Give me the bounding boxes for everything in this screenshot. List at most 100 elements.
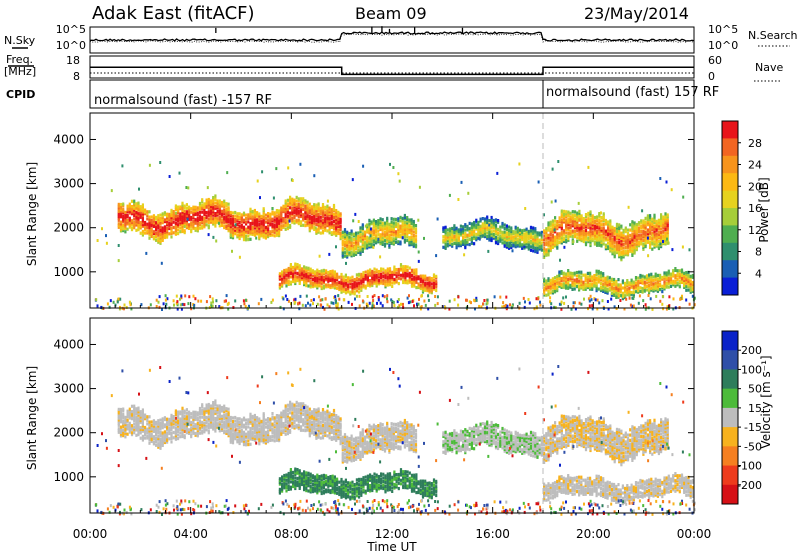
- power-cell: [597, 275, 600, 279]
- power-cell: [190, 217, 193, 221]
- power-cell: [635, 239, 638, 243]
- power-cell: [655, 241, 658, 245]
- velocity-cell: [152, 428, 155, 432]
- power-cell: [602, 235, 605, 239]
- power-cell: [275, 224, 278, 228]
- power-cell: [353, 283, 356, 287]
- power-cell: [297, 202, 300, 206]
- power-cell: [379, 219, 382, 223]
- power-cell: [525, 241, 528, 245]
- power-cell: [313, 208, 316, 212]
- power-cell: [620, 235, 623, 239]
- power-cell: [543, 281, 546, 285]
- power-cell: [336, 276, 339, 280]
- power-cell: [188, 225, 191, 229]
- power-cell: [319, 206, 322, 210]
- power-cell: [253, 233, 256, 237]
- power-cell: [272, 196, 275, 200]
- power-cell: [383, 226, 387, 230]
- power-cell: [633, 223, 636, 227]
- power-cell: [473, 220, 476, 225]
- power-cell: [262, 216, 265, 220]
- power-cell: [320, 276, 323, 280]
- power-cell: [370, 220, 373, 224]
- power-cell: [644, 243, 647, 247]
- power-cell: [615, 235, 619, 239]
- power-cell: [503, 242, 506, 246]
- velocity-cell: [139, 418, 142, 423]
- velocity-cell: [174, 437, 177, 441]
- power-cell: [643, 284, 646, 288]
- power-cell: [430, 289, 433, 293]
- power-cell: [593, 237, 596, 241]
- power-cell: [560, 277, 563, 281]
- power-cell: [245, 231, 248, 235]
- power-cell: [596, 226, 599, 230]
- power-cell: [406, 230, 409, 234]
- power-cell: [335, 224, 338, 228]
- power-cell: [406, 238, 409, 243]
- power-cell: [667, 241, 670, 245]
- power-cell: [350, 236, 353, 240]
- power-cell: [558, 235, 561, 239]
- freq-tick-top: 18: [66, 54, 80, 67]
- velocity-cell: [141, 408, 144, 412]
- power-cell: [453, 227, 456, 231]
- power-cell: [680, 280, 684, 284]
- power-cell: [435, 285, 438, 289]
- power-cell: [693, 303, 696, 307]
- power-cell: [551, 226, 554, 230]
- power-cell: [448, 299, 451, 303]
- power-cell: [510, 233, 513, 237]
- power-cell: [342, 279, 345, 283]
- power-cell: [532, 240, 535, 244]
- power-cell: [613, 251, 616, 255]
- power-cell: [297, 197, 300, 201]
- power-cell: [313, 210, 316, 214]
- power-cell: [179, 217, 182, 221]
- power-cell: [538, 240, 541, 244]
- power-cell: [667, 273, 670, 277]
- power-cell: [404, 266, 407, 271]
- velocity-cell: [141, 427, 144, 431]
- power-cell: [553, 288, 557, 292]
- power-cell: [386, 300, 389, 304]
- power-cell: [335, 216, 338, 220]
- power-cell: [666, 232, 669, 236]
- power-cell: [196, 208, 199, 212]
- power-cell: [388, 272, 392, 276]
- power-cell: [514, 234, 517, 238]
- velocity-cell: [117, 416, 120, 420]
- power-cell: [564, 282, 568, 287]
- power-cell: [119, 213, 123, 217]
- power-cell: [510, 244, 513, 248]
- power-cell: [403, 235, 406, 239]
- power-cell: [328, 252, 331, 256]
- power-cell: [229, 219, 232, 223]
- power-cell: [307, 266, 310, 270]
- power-cell: [267, 226, 270, 230]
- power-cell: [141, 222, 144, 226]
- power-cell: [664, 238, 667, 242]
- power-cell: [144, 224, 147, 228]
- power-cell: [657, 234, 660, 238]
- power-cell: [599, 285, 603, 289]
- power-cell: [598, 229, 601, 233]
- power-cell: [562, 271, 565, 275]
- power-cell: [117, 211, 120, 215]
- power-cell: [442, 229, 445, 233]
- power-cell: [640, 221, 643, 225]
- velocity-cell: [128, 416, 131, 420]
- power-cell: [177, 232, 180, 236]
- power-cell: [310, 217, 314, 221]
- power-cell: [545, 251, 548, 255]
- power-cell: [558, 216, 561, 220]
- power-cell: [320, 286, 323, 291]
- velocity-cell: [135, 433, 138, 437]
- power-cell: [348, 240, 351, 244]
- power-cell: [523, 239, 526, 243]
- power-cell: [324, 221, 327, 225]
- velocity-cell: [141, 436, 144, 440]
- power-cell: [490, 226, 493, 230]
- power-cell: [362, 271, 365, 275]
